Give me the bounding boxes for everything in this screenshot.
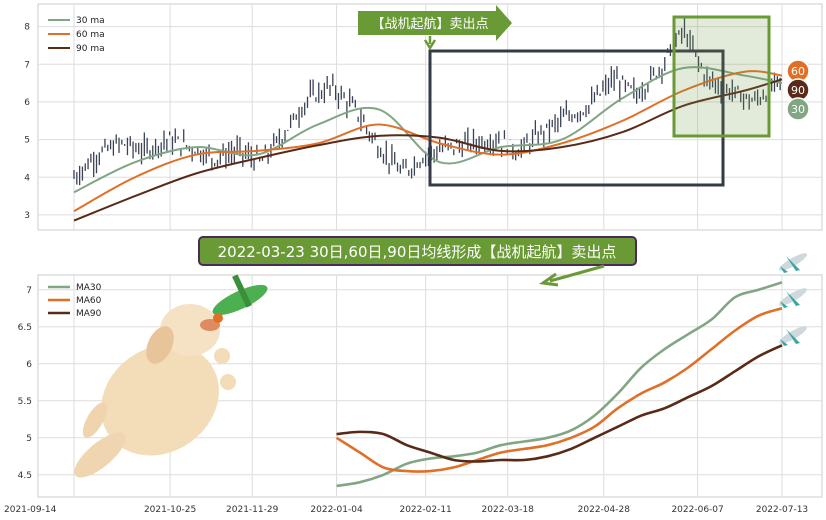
ma-badge-label: 90 bbox=[791, 84, 805, 97]
plane-propeller bbox=[213, 313, 223, 323]
toy-plane-icon bbox=[212, 274, 268, 323]
x-tick-label: 2022-01-04 bbox=[310, 505, 363, 515]
bottom-y-tick-label: 7 bbox=[26, 286, 32, 296]
x-tick-label: 2022-02-11 bbox=[399, 505, 451, 515]
ma-line-MA60 bbox=[335, 307, 783, 473]
bottom-y-tick-label: 5.5 bbox=[18, 397, 32, 407]
legend-label: 30 ma bbox=[76, 16, 105, 26]
dog-paw bbox=[214, 348, 230, 364]
plane-wing bbox=[232, 274, 252, 308]
x-tick-label: 2021-11-29 bbox=[226, 505, 279, 515]
annotation-layer: 【战机起航】卖出点 60 90 30 2022-03-23 30日,60日,90日均线形… bbox=[74, 5, 810, 478]
bottom-y-tick-label: 5 bbox=[26, 434, 32, 444]
top-y-tick-label: 5 bbox=[24, 136, 30, 146]
annotation-text: 【战机起航】卖出点 bbox=[371, 16, 488, 32]
top-y-tick-label: 6 bbox=[24, 98, 30, 108]
ma-line-MA30 bbox=[336, 281, 783, 488]
legend-label: MA30 bbox=[76, 283, 102, 293]
x-tick-label: 2021-09-14 bbox=[4, 505, 57, 515]
x-tick-label: 2022-04-28 bbox=[578, 505, 631, 515]
plane-body bbox=[212, 284, 268, 316]
x-tick-label: 2022-06-07 bbox=[671, 505, 723, 515]
jet-wing bbox=[786, 256, 800, 271]
signal-box bbox=[428, 49, 725, 187]
jet-tail bbox=[780, 301, 788, 308]
legend-label: 90 ma bbox=[76, 44, 105, 54]
jet-body bbox=[779, 253, 807, 271]
legend-label: 60 ma bbox=[76, 30, 105, 40]
x-tick-label: 2021-10-25 bbox=[144, 505, 196, 515]
annotation-down-arrow bbox=[423, 36, 437, 51]
legend-label: MA90 bbox=[76, 309, 102, 319]
bottom-y-tick-label: 6.5 bbox=[18, 323, 32, 333]
jet-wing bbox=[786, 291, 800, 306]
jet-plane-icon bbox=[779, 326, 807, 346]
top-legend: 30 ma 60 ma 90 ma bbox=[48, 16, 105, 54]
top-y-tick-label: 7 bbox=[24, 60, 30, 70]
dog-paw bbox=[220, 374, 236, 390]
jet-body bbox=[779, 288, 807, 306]
ma-badge-label: 60 bbox=[791, 65, 805, 78]
x-tick-label: 2022-03-18 bbox=[482, 505, 535, 515]
jet-plane-icon bbox=[779, 288, 807, 308]
ma-badge bbox=[786, 97, 810, 121]
annotation-arrow-banner bbox=[358, 5, 512, 41]
bottom-y-tick-label: 6 bbox=[26, 360, 32, 370]
title-banner-text: 2022-03-23 30日,60日,90日均线形成【战机起航】卖出点 bbox=[218, 243, 617, 261]
dog-head bbox=[160, 304, 220, 356]
top-y-tick-label: 4 bbox=[24, 173, 30, 183]
ma-line-90-ma bbox=[73, 78, 783, 222]
top-y-tick-label: 8 bbox=[24, 23, 30, 33]
jet-plane-icon bbox=[779, 253, 807, 273]
ma-line-30-ma bbox=[73, 66, 783, 194]
dog-leg bbox=[74, 432, 126, 478]
jet-wing bbox=[786, 329, 800, 344]
ma-badge-label: 30 bbox=[791, 103, 805, 116]
dog-ear bbox=[146, 326, 174, 364]
jet-tail bbox=[780, 339, 788, 346]
legend-label: MA60 bbox=[76, 296, 102, 306]
dog-body bbox=[101, 344, 219, 456]
top-y-tick-label: 3 bbox=[24, 211, 30, 221]
ma-line-60-ma bbox=[73, 70, 783, 213]
dog-tail bbox=[82, 402, 108, 438]
jet-body bbox=[779, 326, 807, 344]
bottom-y-tick-label: 4.5 bbox=[18, 471, 32, 481]
jet-tail bbox=[780, 266, 788, 273]
bottom-legend: MA30 MA60 MA90 bbox=[48, 283, 102, 319]
dog-illustration bbox=[74, 304, 236, 478]
x-tick-label: 2022-07-13 bbox=[756, 505, 808, 515]
banner-pointer-arrow bbox=[538, 264, 605, 287]
ma-line-MA90 bbox=[336, 344, 783, 463]
highlight-box bbox=[672, 15, 771, 138]
title-banner bbox=[198, 236, 637, 266]
